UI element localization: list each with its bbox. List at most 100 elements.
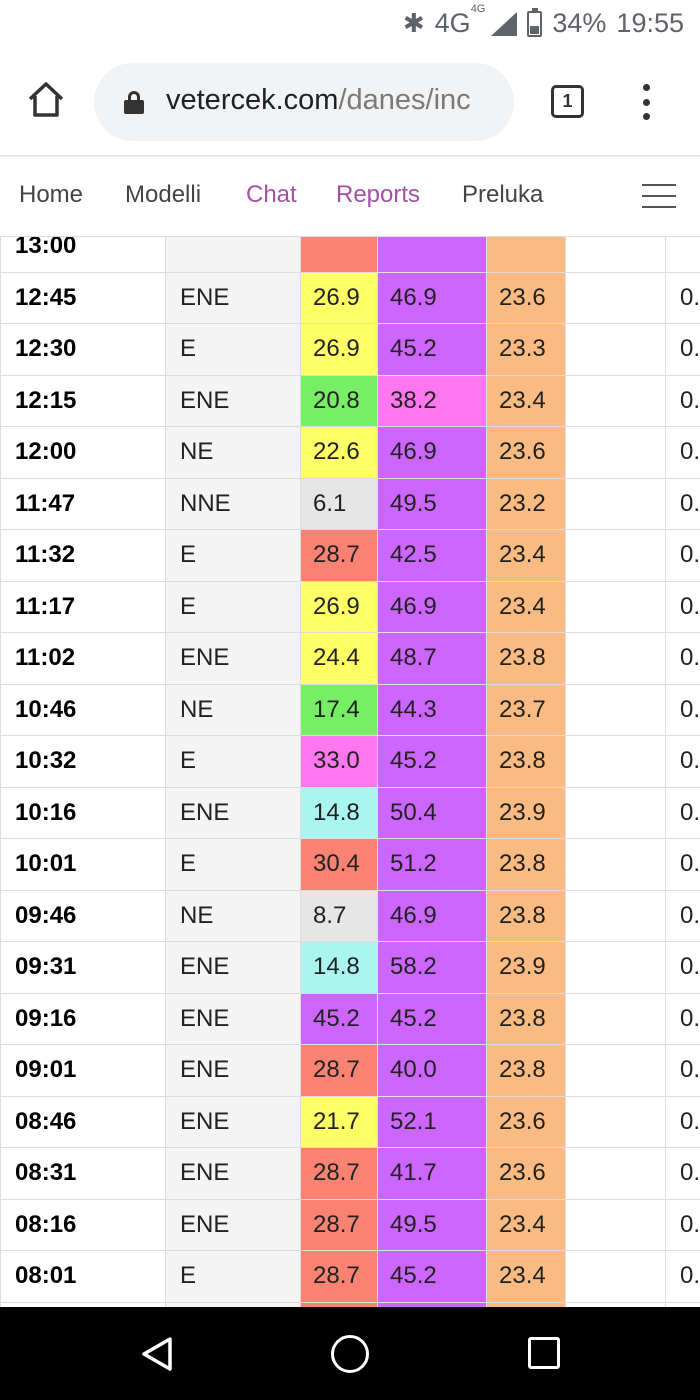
nav-preluka[interactable]: Preluka <box>462 181 544 208</box>
table-row: 11:47 NNE 6.1 49.5 23.2 0. <box>0 477 700 530</box>
cell-wind-gust: 46.9 <box>377 580 487 633</box>
cell-wind-avg: 20.8 <box>300 374 378 427</box>
address-bar[interactable]: vetercek.com/danes/inc <box>94 63 514 141</box>
tab-switcher-button[interactable]: 1 <box>551 85 584 118</box>
cell-wind-avg <box>300 237 378 273</box>
url-host: vetercek.com <box>166 84 339 116</box>
battery-percent: 34% <box>552 8 607 38</box>
cell-time: 11:02 <box>0 632 166 685</box>
network-label: 4G <box>434 8 471 38</box>
cell-wind-gust: 58.2 <box>377 941 487 994</box>
wind-data-table: 13:00 12:45 ENE 26.9 46.9 23.6 0. 12:30 E 26.9 45.… <box>0 237 700 1307</box>
home-circle-icon[interactable] <box>331 1335 369 1373</box>
cell-wind-gust: 45.2 <box>377 735 487 788</box>
cell-direction: ENE <box>165 1198 301 1251</box>
cell-time: 12:00 <box>0 426 166 479</box>
home-button[interactable] <box>26 80 66 120</box>
cell-temperature <box>486 237 566 273</box>
cell-direction: ENE <box>165 632 301 685</box>
cell-last: 0. <box>665 1095 700 1148</box>
cell-last: 0. <box>665 992 700 1045</box>
table-row: 08:01 E 28.7 45.2 23.4 0. <box>0 1250 700 1303</box>
cell-wind-gust: 46.9 <box>377 889 487 942</box>
table-row: 09:46 NE 8.7 46.9 23.8 0. <box>0 889 700 942</box>
nav-chat[interactable]: Chat <box>246 181 297 208</box>
cell-wind-avg: 26.9 <box>300 271 378 324</box>
nav-modelli[interactable]: Modelli <box>125 181 202 208</box>
cell-empty <box>565 374 666 427</box>
cell-direction: ENE <box>165 1044 301 1097</box>
cell-direction: E <box>165 1250 301 1303</box>
cell-empty <box>565 1044 666 1097</box>
cell-direction: NE <box>165 683 301 736</box>
cell-empty <box>565 992 666 1045</box>
more-vert-icon <box>642 84 650 91</box>
nav-reports[interactable]: Reports <box>336 181 421 208</box>
table-row: 09:31 ENE 14.8 58.2 23.9 0. <box>0 941 700 994</box>
cell-time: 10:16 <box>0 786 166 839</box>
wind-data-table-container[interactable]: 13:00 12:45 ENE 26.9 46.9 23.6 0. 12:30 E 26.9 45.… <box>0 237 700 1307</box>
cell-wind-avg: 28.7 <box>300 1250 378 1303</box>
table-row: 07:46E27.848.723.40. <box>0 1301 700 1307</box>
cell-empty <box>565 237 666 273</box>
recents-icon[interactable] <box>528 1337 560 1369</box>
cell-last: 0. <box>665 1198 700 1251</box>
cell-wind-gust: 44.3 <box>377 683 487 736</box>
table-row: 12:00 NE 22.6 46.9 23.6 0. <box>0 426 700 479</box>
table-row: 11:02 ENE 24.4 48.7 23.8 0. <box>0 632 700 685</box>
cell-temperature: 23.8 <box>486 889 566 942</box>
cell-temperature: 23.6 <box>486 1095 566 1148</box>
system-nav-bar <box>0 1307 700 1400</box>
cell-temperature: 23.2 <box>486 477 566 530</box>
status-bar: ✱ 4G4G 34% 19:55 <box>0 0 700 50</box>
cell-empty <box>565 1198 666 1251</box>
cell-empty <box>565 1147 666 1200</box>
table-row: 09:01 ENE 28.7 40.0 23.8 0. <box>0 1044 700 1097</box>
table-row: 12:30 E 26.9 45.2 23.3 0. <box>0 323 700 376</box>
cell-direction: E <box>165 580 301 633</box>
cell-direction: ENE <box>165 786 301 839</box>
cell-direction: E <box>165 838 301 891</box>
cell-temperature: 23.8 <box>486 735 566 788</box>
cell-wind-avg: 28.7 <box>300 1198 378 1251</box>
hamburger-menu-icon[interactable] <box>642 184 676 208</box>
cell-wind-avg: 14.8 <box>300 941 378 994</box>
cell-last: 0. <box>665 374 700 427</box>
cell-wind-gust: 40.0 <box>377 1044 487 1097</box>
cell-empty <box>565 683 666 736</box>
cell-time: 10:32 <box>0 735 166 788</box>
cell-wind-avg: 26.9 <box>300 323 378 376</box>
browser-menu-button[interactable] <box>640 84 652 120</box>
cell-empty <box>565 941 666 994</box>
cell-direction <box>165 237 301 273</box>
cell-time: 08:16 <box>0 1198 166 1251</box>
nav-home[interactable]: Home <box>19 181 84 208</box>
cell-time: 11:17 <box>0 580 166 633</box>
cell-temperature: 23.8 <box>486 1044 566 1097</box>
cell-time: 09:01 <box>0 1044 166 1097</box>
cell-last: 0. <box>665 1147 700 1200</box>
cell-wind-gust: 45.2 <box>377 992 487 1045</box>
cell-wind-gust: 38.2 <box>377 374 487 427</box>
cell-time: 09:31 <box>0 941 166 994</box>
cell-wind-gust: 45.2 <box>377 1250 487 1303</box>
cell-last: 0. <box>665 1044 700 1097</box>
back-icon[interactable] <box>140 1336 174 1372</box>
cell-wind-avg: 14.8 <box>300 786 378 839</box>
table-row: 10:32 E 33.0 45.2 23.8 0. <box>0 735 700 788</box>
lock-icon <box>124 91 146 114</box>
cell-temperature: 23.4 <box>486 374 566 427</box>
cell-wind-gust: 46.9 <box>377 426 487 479</box>
battery-level <box>530 26 540 34</box>
cell-temperature: 23.8 <box>486 992 566 1045</box>
cell-last: 0. <box>665 838 700 891</box>
cell-wind-gust: 50.4 <box>377 786 487 839</box>
cell-wind-gust: 48.7 <box>377 632 487 685</box>
cell-direction: ENE <box>165 941 301 994</box>
cell-temperature: 23.6 <box>486 271 566 324</box>
table-row: 09:16 ENE 45.2 45.2 23.8 0. <box>0 992 700 1045</box>
cell-direction: ENE <box>165 1095 301 1148</box>
cell-last: 0. <box>665 683 700 736</box>
browser-toolbar: vetercek.com/danes/inc 1 <box>0 50 700 156</box>
cell-empty <box>565 1095 666 1148</box>
